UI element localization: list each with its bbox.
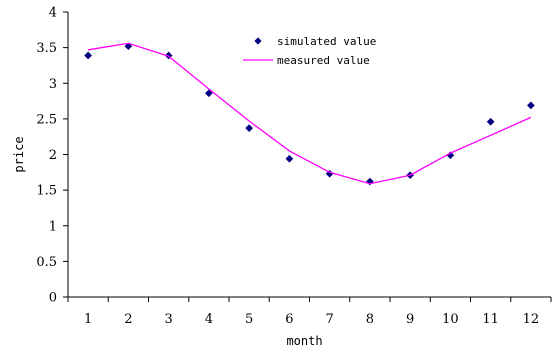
x-tick-label: 1	[84, 312, 92, 327]
x-tick-label: 2	[124, 312, 132, 327]
y-tick-label: 2.5	[36, 112, 57, 127]
y-tick-label: 1	[49, 219, 57, 234]
y-tick-label: 2	[49, 148, 57, 163]
data-point-simulated	[84, 51, 93, 60]
series-line-measured	[87, 42, 532, 185]
y-tick-label: 0	[49, 291, 57, 306]
legend-marker-swatch	[254, 37, 262, 45]
legend-label: measured value	[277, 54, 370, 67]
x-tick-label: 9	[406, 312, 414, 327]
x-tick-label: 10	[442, 312, 459, 327]
x-tick-label: 7	[325, 312, 333, 327]
x-axis-title: month	[286, 334, 322, 348]
y-tick-label: 0.5	[36, 255, 57, 270]
x-tick-label: 4	[205, 312, 213, 327]
data-point-simulated	[124, 42, 133, 51]
y-tick-label: 3	[49, 77, 57, 92]
x-tick-label: 12	[523, 312, 540, 327]
x-tick-label: 5	[245, 312, 253, 327]
y-tick-label: 1.5	[36, 184, 57, 199]
data-point-simulated	[526, 101, 535, 110]
data-point-simulated	[245, 124, 254, 133]
y-tick-label: 4	[49, 6, 57, 21]
legend: simulated value measured value	[243, 35, 376, 67]
x-tick-label: 3	[164, 312, 172, 327]
data-point-simulated	[285, 154, 294, 163]
data-point-simulated	[486, 117, 495, 126]
y-axis-title: price	[12, 136, 26, 172]
x-tick-label: 6	[285, 312, 293, 327]
data-point-simulated	[204, 89, 213, 98]
legend-label: simulated value	[277, 35, 376, 48]
x-tick-label: 8	[366, 312, 374, 327]
x-tick-label: 11	[482, 312, 499, 327]
y-tick-label: 3.5	[36, 41, 57, 56]
